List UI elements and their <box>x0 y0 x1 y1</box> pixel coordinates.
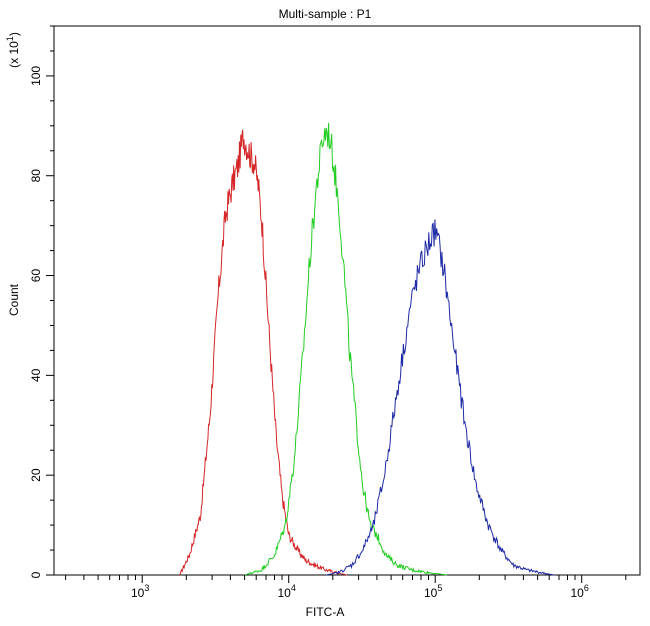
x-axis-ticks: 103 104 105 106 <box>65 575 627 600</box>
y-tick-label: 20 <box>29 468 43 482</box>
x-axis-title: FITC-A <box>306 605 345 619</box>
y-axis-title: Count <box>7 283 21 316</box>
plot-frame <box>53 25 641 576</box>
series-line <box>244 122 447 576</box>
x-tick-label: 104 <box>278 583 296 600</box>
series-line <box>326 219 555 576</box>
y-axis-ticks: 0 20 40 60 80 100 <box>29 25 54 578</box>
y-tick-label: 100 <box>29 66 43 86</box>
chart-title: Multi-sample : P1 <box>279 7 372 21</box>
y-axis-multiplier: (x 101) <box>5 32 21 68</box>
y-multiplier-text: (x 10 <box>7 41 21 68</box>
x-tick-label: 105 <box>424 583 442 600</box>
series-group <box>179 122 555 576</box>
y-tick-label: 0 <box>29 571 43 578</box>
series-line <box>179 129 348 576</box>
y-tick-label: 80 <box>29 169 43 183</box>
x-tick-label: 106 <box>571 583 589 600</box>
y-tick-label: 60 <box>29 269 43 283</box>
x-tick-label: 103 <box>131 583 149 600</box>
y-multiplier-exp: 1 <box>5 36 15 41</box>
y-tick-label: 40 <box>29 368 43 382</box>
